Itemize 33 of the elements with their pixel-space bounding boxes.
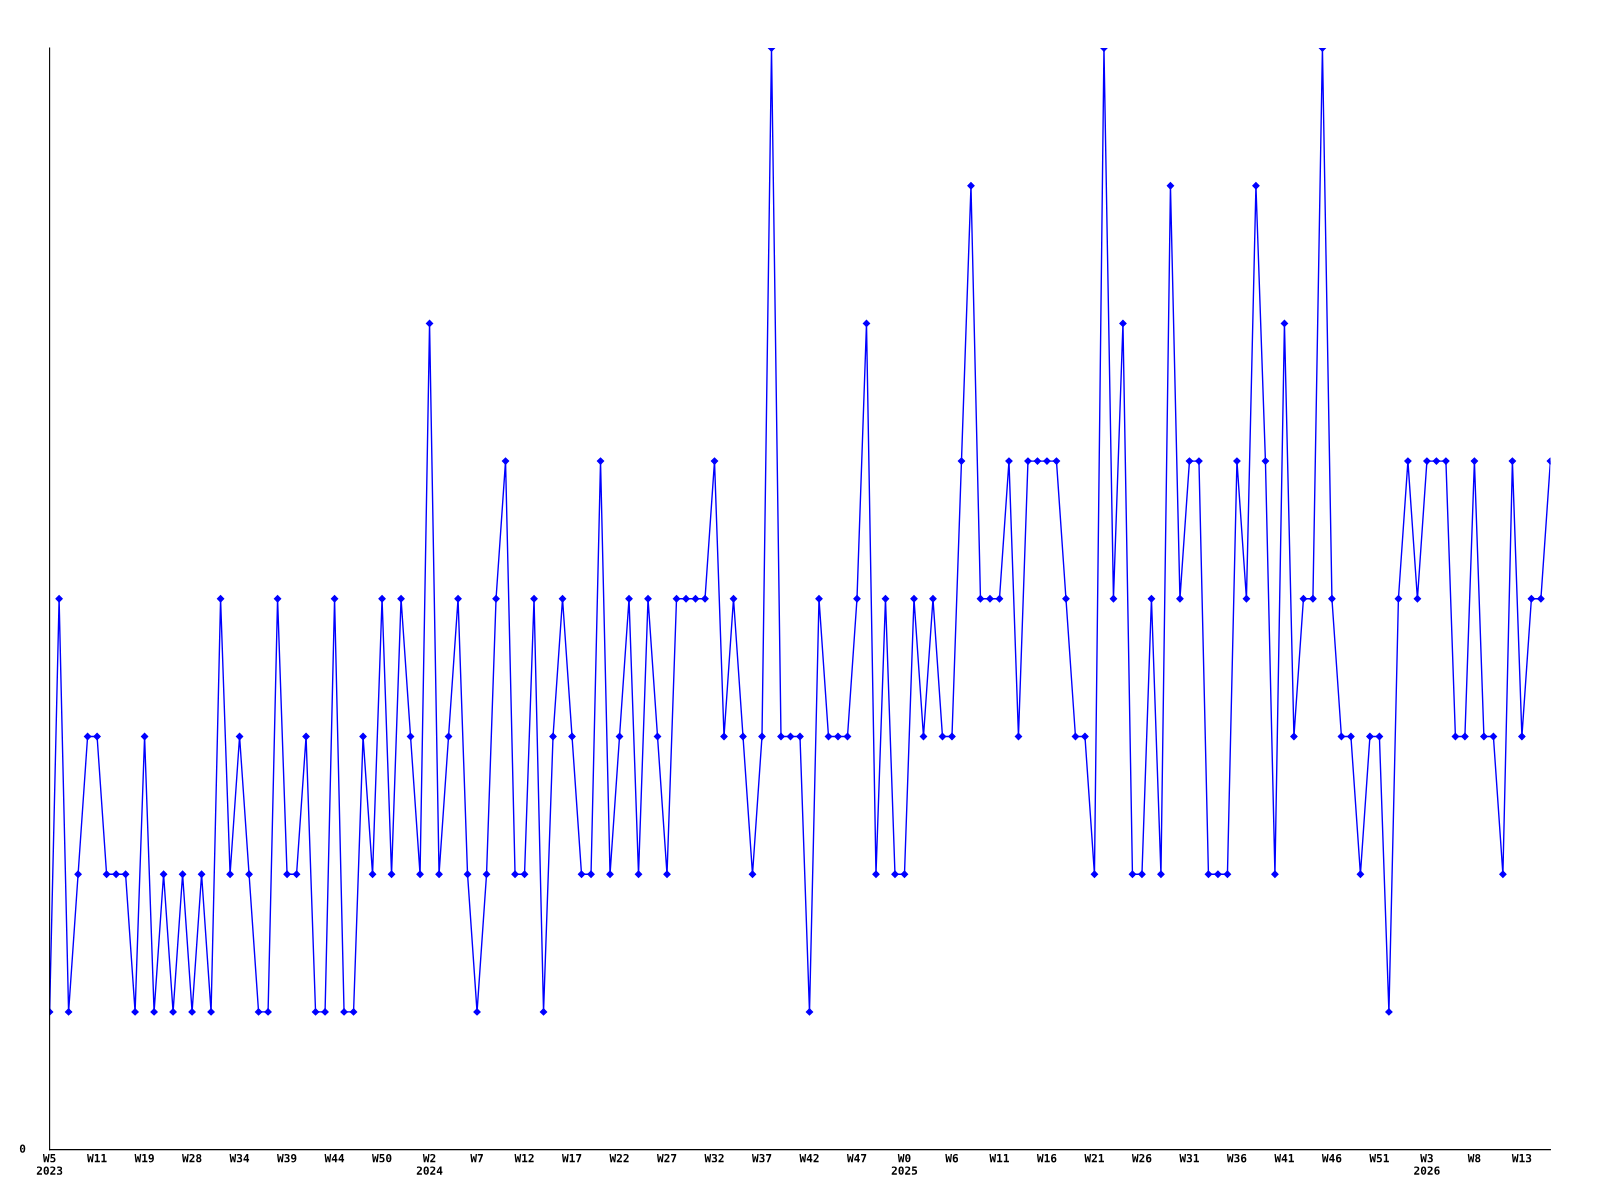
x-tick-label: W2 2024 (416, 1153, 443, 1175)
x-tick-label: W26 (1131, 1153, 1152, 1163)
x-tick-label: W16 (1036, 1153, 1057, 1163)
x-tick-label: W8 (1467, 1153, 1481, 1163)
x-tick-label: W11 (989, 1154, 1009, 1163)
x-tick-label: W19 (134, 1154, 154, 1163)
x-tick-label: W46 (1321, 1153, 1342, 1163)
x-tick-label: W34 (229, 1153, 250, 1163)
x-tick-label: W32 (704, 1153, 724, 1163)
x-tick-label: W28 (182, 1153, 202, 1163)
x-tick-label: W47 (846, 1154, 867, 1163)
x-tick-label: W51 (1369, 1154, 1389, 1163)
x-tick-label: W22 (609, 1153, 629, 1163)
x-tick-label: W13 (1511, 1153, 1532, 1163)
x-tick-label: W42 (799, 1153, 819, 1163)
x-tick-label: W44 (324, 1154, 345, 1163)
x-tick-label: W37 (751, 1153, 772, 1163)
x-tick-label: W31 (1179, 1153, 1199, 1163)
x-tick-label: W41 (1274, 1154, 1294, 1163)
x-tick-label: W7 (470, 1154, 483, 1163)
x-tick-label: W50 (372, 1153, 392, 1163)
x-tick-label: W0 2025 (891, 1153, 918, 1175)
x-tick-label: W17 (562, 1154, 582, 1163)
x-tick-label: W11 (87, 1154, 107, 1163)
x-tick-label: W36 (1226, 1153, 1247, 1163)
x-tick-label: W6 (945, 1153, 959, 1163)
x-tick-label: W3 2026 (1414, 1153, 1440, 1175)
text: 0 (19, 1144, 26, 1153)
x-tick-label: W5 2023 (36, 1154, 63, 1175)
x-tick-label: W27 (656, 1153, 677, 1163)
x-tick-label: W21 (1084, 1153, 1104, 1163)
x-tick-label: W39 (277, 1153, 297, 1163)
x-tick-label: W12 (514, 1153, 534, 1163)
